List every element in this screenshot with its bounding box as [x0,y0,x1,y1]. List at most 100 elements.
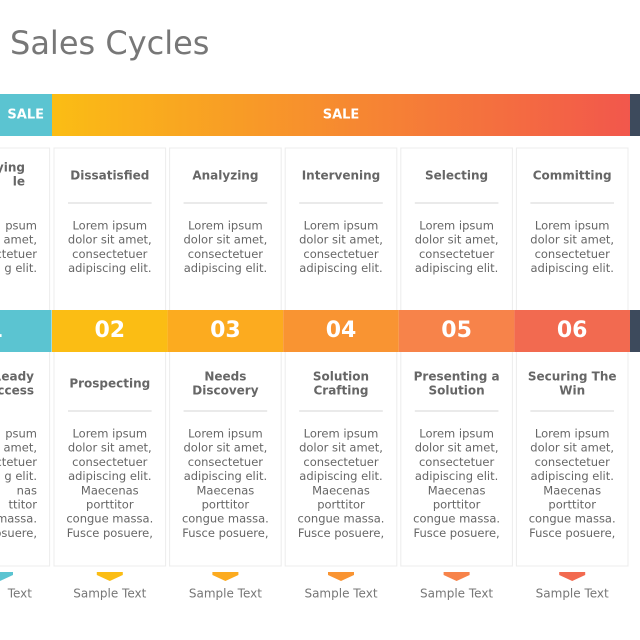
stage-label: Prospecting [69,377,150,391]
description: porttitor [317,498,365,512]
description: Lorem ipsum [72,427,147,441]
step-number: 1 [0,318,3,343]
footer-text: Sample Text [420,587,493,601]
description: porttitor [202,498,250,512]
description: adipiscing elit. [299,469,382,483]
description: porttitor [433,498,481,512]
phase-label: SALE [7,108,44,123]
stage-label: Securing The [528,370,617,384]
description: Lorem ipsum [535,427,610,441]
stage-label: Dissatisfied [70,169,149,183]
description: congue massa. [298,512,385,526]
description: Lorem ipsum [535,219,610,233]
description: dolor sit amet, [299,441,383,455]
stage-label: Presenting a [414,370,500,384]
description: dolor sit amet, [415,233,499,247]
step-number: 06 [557,318,588,343]
stage-label: Crafting [313,384,368,398]
step-number: 05 [441,318,472,343]
description: Fusce posuere, [413,526,499,540]
description: dolor sit amet, [530,233,614,247]
phase-bar [630,94,640,136]
footer-text: Sample Text [189,587,262,601]
stage-label: Discovery [192,384,258,398]
number-band [514,310,630,352]
description: dolor sit amet, [68,233,152,247]
description: adipiscing elit. [530,469,613,483]
description: Lorem ipsum [304,427,379,441]
card [515,147,629,567]
description: adipiscing elit. [184,261,267,275]
description: congue massa. [413,512,500,526]
description: consectetuer [535,455,610,469]
stage-label: Solution [429,384,485,398]
stage-label: Intervening [302,169,381,183]
description: adipiscing elit. [530,261,613,275]
description: porttitor [86,498,134,512]
description: nas [17,483,37,497]
description: Lorem ipsum [188,219,263,233]
description: g elit. [4,469,37,483]
stage-label: ccess [0,384,34,398]
marker [559,572,586,581]
description: adipiscing elit. [68,469,151,483]
phase-bar [0,94,52,136]
description: Lorem ipsum [304,219,379,233]
stage-label: Ready [0,370,34,384]
number-band [52,310,168,352]
description: t amet, [0,233,37,247]
description: dolor sit amet, [530,441,614,455]
description: consectetuer [303,247,378,261]
description: adipiscing elit. [184,469,267,483]
description: congue massa. [66,512,153,526]
step-number: 04 [326,318,357,343]
description: consectetuer [419,247,494,261]
description: Fusce posuere, [529,526,615,540]
description: dolor sit amet, [68,441,152,455]
number-band [398,310,515,352]
marker [212,572,239,581]
number-band [0,310,52,352]
description: adipiscing elit. [415,261,498,275]
description: ctetuer [0,247,37,261]
card [400,147,513,567]
description: dolor sit amet, [415,441,499,455]
description: adipiscing elit. [68,261,151,275]
stage-label: Selecting [425,169,488,183]
description: dolor sit amet, [299,233,383,247]
stage-label: Analyzing [192,169,258,183]
card [169,147,282,567]
stage-label: ying [0,161,25,175]
description: Fusce posuere, [67,526,153,540]
description: dolor sit amet, [184,233,268,247]
marker [0,572,13,581]
description: porttitor [548,498,596,512]
description: Fusce posuere, [298,526,384,540]
description: psum [5,219,37,233]
description: Lorem ipsum [72,219,147,233]
phase-bar [52,94,630,136]
description: Maecenas [81,483,139,497]
card [284,147,398,567]
footer-text: Text [7,587,33,601]
footer-text: Sample Text [304,587,377,601]
description: massa. [0,512,37,526]
description: Maecenas [312,483,370,497]
description: et amet, [0,441,37,455]
number-band [167,310,284,352]
description: consectetuer [419,455,494,469]
marker [96,572,123,581]
description: congue massa. [529,512,616,526]
description: consectetuer [535,247,610,261]
description: Lorem ipsum [419,219,494,233]
title: Sales Cycles [10,24,209,62]
description: consectetuer [72,455,147,469]
description: congue massa. [182,512,269,526]
stage-label: le [13,175,25,189]
description: Lorem ipsum [419,427,494,441]
description: Maecenas [197,483,255,497]
description: consectetuer [188,455,263,469]
description: consectetuer [303,455,378,469]
description: dolor sit amet, [184,441,268,455]
